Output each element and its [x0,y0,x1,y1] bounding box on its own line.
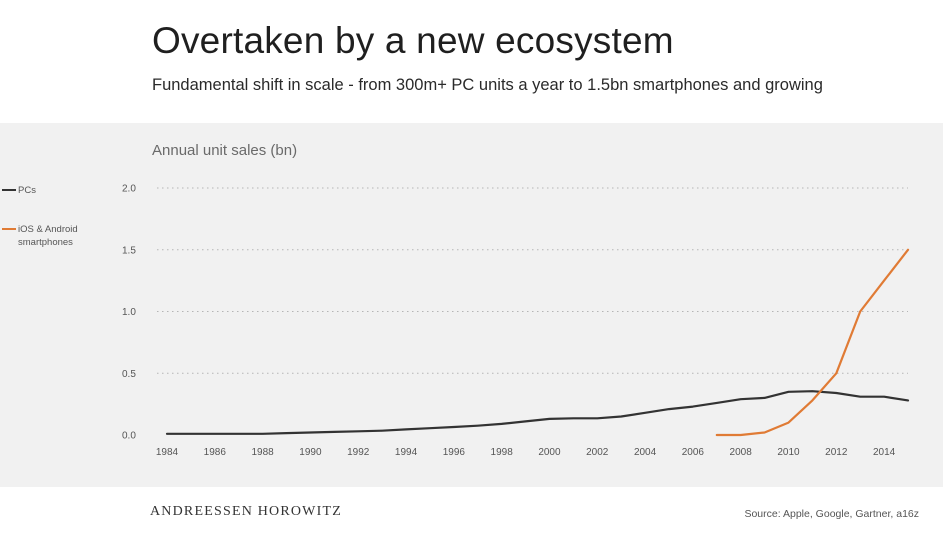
y-tick-label: 0.0 [122,431,136,442]
y-tick-labels: 0.0 0.5 1.0 1.5 2.0 [122,184,136,442]
x-tick-label: 2006 [682,447,705,458]
x-tick-label: 1990 [299,447,322,458]
legend-label-smartphones: iOS & Android smartphones [18,224,80,248]
gridlines [157,187,908,374]
y-tick-label: 2.0 [122,184,136,195]
x-tick-label: 1998 [491,447,514,458]
x-tick-label: 1984 [156,447,179,458]
y-axis-label: Annual unit sales (bn) [152,142,297,159]
x-tick-label: 1986 [204,447,227,458]
series-lines [165,248,910,437]
x-tick-label: 2014 [873,447,896,458]
legend-label-pcs: PCs [18,185,36,196]
x-tick-label: 1988 [251,447,274,458]
x-tick-label: 2012 [825,447,848,458]
x-tick-label: 1994 [395,447,418,458]
x-tick-label: 1996 [443,447,466,458]
y-tick-label: 1.5 [122,245,136,256]
y-tick-label: 0.5 [122,369,136,380]
chart-subtitle: Fundamental shift in scale - from 300m+ … [152,76,823,94]
x-tick-label: 2010 [777,447,800,458]
legend: PCs iOS & Android smartphones [2,185,80,248]
x-tick-labels: 1984 1986 1988 1990 1992 1994 1996 1998 2000 2002… [156,447,896,458]
x-tick-label: 2008 [730,447,753,458]
series-line-smartphones [715,248,910,437]
series-line-pcs [165,390,910,435]
footer-source: Source: Apple, Google, Gartner, a16z [744,508,919,520]
x-tick-label: 1992 [347,447,370,458]
footer-brand-logo: ANDREESSEN HOROWITZ [150,504,342,519]
y-tick-label: 1.0 [122,307,136,318]
chart-title: Overtaken by a new ecosystem [152,20,674,61]
x-tick-label: 2000 [538,447,561,458]
x-tick-label: 2002 [586,447,609,458]
x-tick-label: 2004 [634,447,657,458]
